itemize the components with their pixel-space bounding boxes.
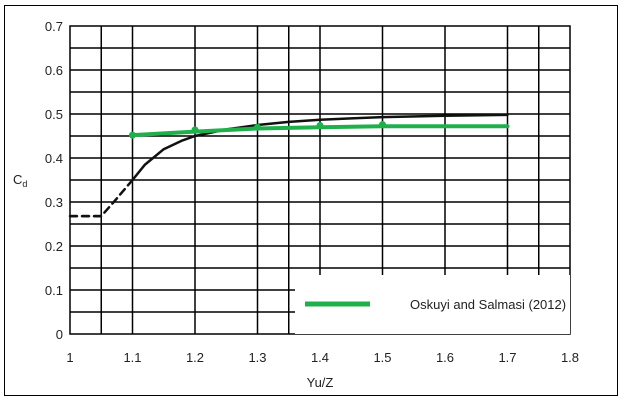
series-line-oskuyi-salmasi — [130, 124, 510, 138]
x-tick-label: 1.5 — [373, 350, 391, 365]
x-tick-label: 1.6 — [436, 350, 454, 365]
y-tick-label: 0.3 — [45, 195, 63, 210]
y-tick-label: 0.2 — [45, 239, 63, 254]
y-tick-label: 0 — [56, 327, 63, 342]
y-axis-label: Cd — [13, 172, 27, 189]
series-marker — [254, 123, 261, 131]
y-tick-label: 0.5 — [45, 107, 63, 122]
y-tick-label: 0.4 — [45, 151, 63, 166]
x-tick-label: 1.8 — [561, 350, 579, 365]
series-group — [68, 113, 510, 218]
y-tick-label: 0.6 — [45, 63, 63, 78]
legend-label: Oskuyi and Salmasi (2012) — [410, 297, 566, 312]
series-marker — [316, 121, 324, 129]
x-tick-label: 1 — [66, 350, 73, 365]
x-tick-label: 1.3 — [248, 350, 266, 365]
x-tick-label: 1.1 — [123, 350, 141, 365]
x-axis-label: Yu/Z — [307, 375, 334, 390]
y-tick-label: 0.7 — [45, 19, 63, 34]
x-tick-label: 1.7 — [498, 350, 516, 365]
y-tick-labels: 0 0.1 0.2 0.3 0.4 0.5 0.6 0.7 — [45, 19, 63, 342]
x-tick-label: 1.4 — [311, 350, 329, 365]
series-marker — [191, 126, 199, 134]
x-tick-label: 1.2 — [186, 350, 204, 365]
figure-frame — [4, 5, 618, 396]
x-tick-labels: 1 1.1 1.2 1.3 1.4 1.5 1.6 1.7 1.8 — [66, 350, 579, 365]
series-marker — [129, 131, 136, 139]
y-tick-label: 0.1 — [45, 283, 63, 298]
series-marker — [379, 121, 386, 129]
